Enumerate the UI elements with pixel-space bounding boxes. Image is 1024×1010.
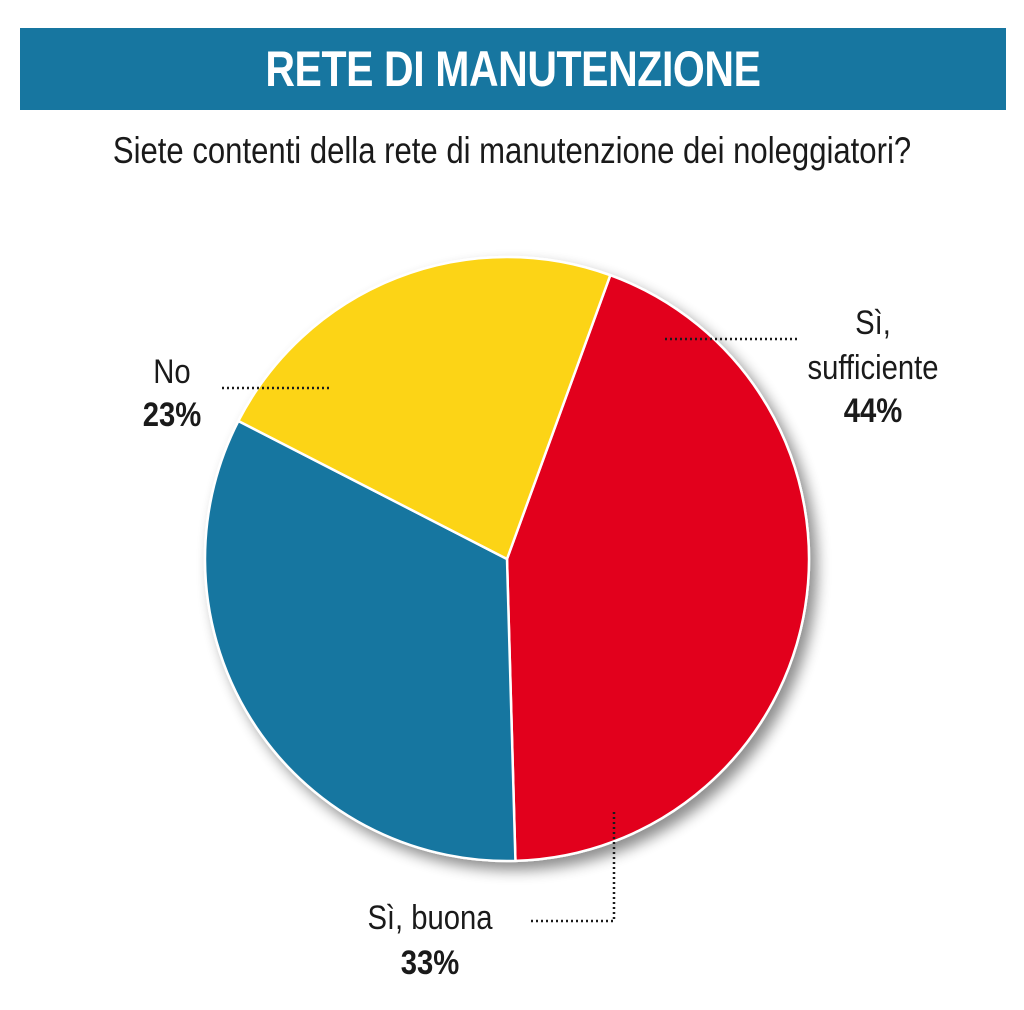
pie-slices [203,255,811,863]
slice-label: Sì, buona [367,898,492,937]
slice-value-label: 33% [401,943,459,982]
slice-label: Sì, [855,303,891,342]
leader-line [528,812,616,923]
chart-subtitle: Siete contenti della rete di manutenzion… [112,130,912,171]
slice-labels: Sì, sufficiente 44% Sì, buona 33% No 23% [143,303,939,982]
pie-slice-s-sufficiente [505,273,811,863]
leader-lines [222,337,800,923]
slice-label: No [153,352,190,391]
slice-label: sufficiente [807,348,938,387]
pie-slice-no [237,255,612,561]
chart-title: RETE DI MANUTENZIONE [265,41,761,97]
header-bar: RETE DI MANUTENZIONE [20,28,1006,110]
slice-value-label: 44% [844,391,902,430]
pie-slice-s-buona [203,419,517,863]
slice-value-label: 23% [143,395,201,434]
